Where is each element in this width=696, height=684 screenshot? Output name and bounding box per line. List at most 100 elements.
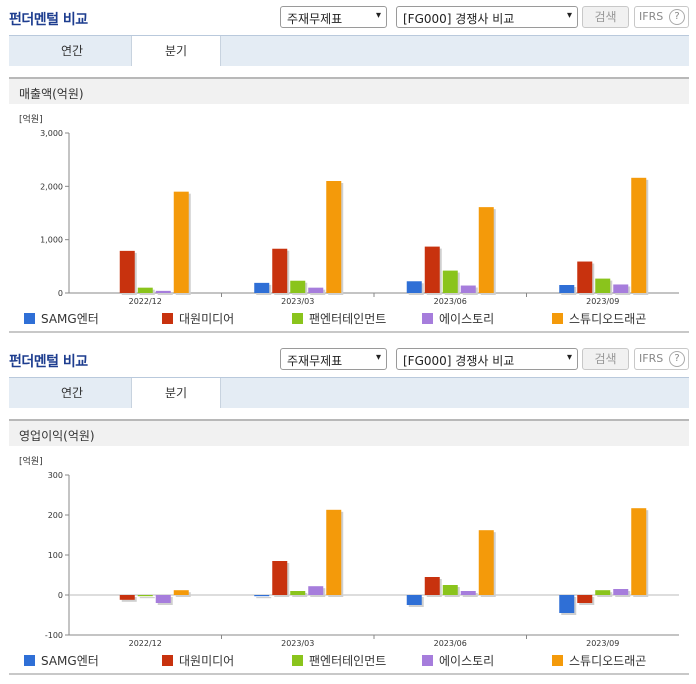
x-tick-label: 2022/12 — [129, 639, 162, 648]
operating-profit-chart-svg: [억원] -100 0 100 200 300 2022/12 2023/03 2023/06 2… — [19, 455, 679, 648]
bar — [290, 591, 306, 595]
legend-swatch — [292, 313, 303, 324]
ifrs-help[interactable]: IFRS ? — [634, 348, 689, 370]
bar — [290, 280, 306, 293]
bar — [478, 530, 494, 595]
y-tick-label: 0 — [58, 289, 63, 298]
help-icon[interactable]: ? — [669, 351, 685, 367]
x-tick-label: 2023/03 — [281, 297, 314, 306]
bar — [442, 585, 458, 595]
legend-item: 팬엔터테인먼트 — [292, 652, 386, 669]
revenue-chart-svg: [억원] 0 1,000 2,000 3,000 2022/12 2023/03 2023/0… — [19, 113, 679, 306]
period-tabs: 연간 분기 — [9, 377, 689, 408]
bar — [272, 561, 288, 595]
bar — [326, 181, 342, 293]
unit-label: [억원] — [19, 113, 43, 125]
statement-type-value: 주재무제표 — [287, 354, 343, 368]
x-tick-label: 2023/06 — [434, 639, 467, 648]
bar — [460, 285, 476, 293]
bar — [173, 191, 189, 293]
legend-item: SAMG엔터 — [24, 310, 99, 327]
x-tick-label: 2023/03 — [281, 639, 314, 648]
statement-type-value: 주재무제표 — [287, 12, 343, 26]
legend-swatch — [24, 655, 35, 666]
section-title: 매출액(억원) — [9, 77, 689, 104]
bar — [137, 287, 153, 293]
search-button[interactable]: 검색 — [582, 6, 629, 28]
bar — [631, 177, 647, 293]
legend-item: SAMG엔터 — [24, 652, 99, 669]
legend-item: 에이스토리 — [422, 652, 494, 669]
operating-profit-chart: [억원] -100 0 100 200 300 2022/12 2023/03 2023/06 2… — [9, 450, 689, 650]
statement-type-select[interactable]: 주재무제표 ▾ — [280, 6, 387, 28]
legend-item: 에이스토리 — [422, 310, 494, 327]
bar — [308, 586, 324, 595]
tab-annual[interactable]: 연간 — [60, 44, 84, 58]
bar — [137, 595, 153, 597]
revenue-panel: 펀더멘털 비교 주재무제표 ▾ [FG000] 경쟁사 비교 ▾ 검색 IFRS… — [9, 6, 689, 333]
comparison-select[interactable]: [FG000] 경쟁사 비교 ▾ — [396, 6, 578, 28]
y-tick-label: 2,000 — [40, 182, 63, 191]
tab-quarterly[interactable]: 분기 — [131, 36, 221, 66]
ifrs-help[interactable]: IFRS ? — [634, 6, 689, 28]
bar — [155, 290, 171, 293]
x-tick-label: 2022/12 — [129, 297, 162, 306]
legend-swatch — [422, 655, 433, 666]
bar — [424, 246, 440, 293]
bar — [613, 284, 629, 293]
bar — [460, 591, 476, 595]
chevron-down-icon: ▾ — [375, 352, 381, 363]
tab-annual[interactable]: 연간 — [60, 386, 84, 400]
bar — [254, 595, 270, 597]
bar — [173, 590, 189, 595]
legend-swatch — [162, 655, 173, 666]
legend-item: 대원미디어 — [162, 652, 234, 669]
tab-quarterly[interactable]: 분기 — [131, 378, 221, 408]
legend-item: 스튜디오드래곤 — [552, 310, 646, 327]
statement-type-select[interactable]: 주재무제표 ▾ — [280, 348, 387, 370]
bar — [254, 282, 270, 293]
bar — [631, 508, 647, 595]
search-button[interactable]: 검색 — [582, 348, 629, 370]
legend-label: 스튜디오드래곤 — [569, 654, 647, 668]
bar — [577, 261, 593, 293]
chevron-down-icon: ▾ — [566, 10, 572, 21]
unit-label: [억원] — [19, 455, 43, 467]
legend-label: 팬엔터테인먼트 — [309, 312, 387, 326]
chevron-down-icon: ▾ — [375, 10, 381, 21]
ifrs-label: IFRS — [639, 10, 664, 23]
revenue-chart: [억원] 0 1,000 2,000 3,000 2022/12 2023/03 2023/0… — [9, 108, 689, 308]
panel-title: 펀더멘털 비교 — [9, 12, 88, 28]
divider — [9, 331, 689, 333]
y-tick-label: 1,000 — [40, 236, 63, 245]
bar — [595, 278, 611, 293]
legend-item: 팬엔터테인먼트 — [292, 310, 386, 327]
y-tick-label: 0 — [58, 591, 63, 600]
bar — [155, 595, 171, 603]
legend-swatch — [552, 313, 563, 324]
help-icon[interactable]: ? — [669, 9, 685, 25]
bar — [613, 589, 629, 595]
bar — [308, 287, 324, 293]
legend-label: 에이스토리 — [439, 312, 495, 326]
bar — [559, 595, 575, 613]
legend-item: 스튜디오드래곤 — [552, 652, 646, 669]
legend-swatch — [292, 655, 303, 666]
bar — [442, 270, 458, 293]
x-tick-label: 2023/09 — [586, 297, 619, 306]
legend-swatch — [552, 655, 563, 666]
chart-legend: SAMG엔터 대원미디어 팬엔터테인먼트 에이스토리 스튜디오드래곤 — [24, 310, 684, 326]
y-tick-label: -100 — [45, 631, 63, 640]
comparison-value: [FG000] 경쟁사 비교 — [403, 12, 515, 26]
comparison-select[interactable]: [FG000] 경쟁사 비교 ▾ — [396, 348, 578, 370]
y-tick-label: 100 — [48, 551, 63, 560]
legend-swatch — [162, 313, 173, 324]
y-tick-label: 300 — [48, 471, 63, 480]
y-tick-label: 200 — [48, 511, 63, 520]
panel-title: 펀더멘털 비교 — [9, 354, 88, 370]
bar-shadow — [157, 292, 173, 295]
bar — [119, 250, 135, 293]
legend-label: 팬엔터테인먼트 — [309, 654, 387, 668]
legend-label: 에이스토리 — [439, 654, 495, 668]
legend-item: 대원미디어 — [162, 310, 234, 327]
